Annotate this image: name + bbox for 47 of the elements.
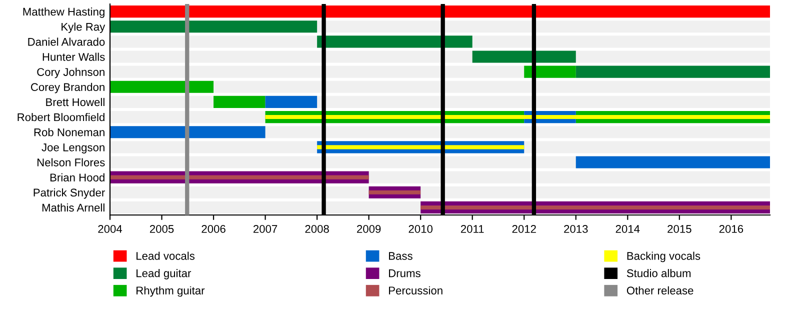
y-tick-label: Corey Brandon: [30, 82, 104, 94]
y-tick-label: Daniel Alvarado: [28, 38, 105, 46]
y-tick-label: Kyle Ray: [62, 22, 106, 33]
bar: [110, 126, 266, 138]
x-tick-label: 2005: [150, 225, 174, 233]
y-tick-label: Brett Howell: [46, 98, 104, 106]
x-tick-label: 2004: [98, 225, 122, 233]
legend-label: Rhythm guitar: [136, 286, 205, 297]
legend-label: Bass: [389, 252, 412, 260]
legend-label: Backing vocals: [627, 252, 700, 262]
legend-label: Percussion: [389, 286, 442, 294]
x-tick-label: 2007: [253, 225, 278, 233]
y-tick-label: Brian Hood: [50, 173, 104, 182]
legend-label: Studio album: [626, 269, 691, 278]
y-tick-label: Robert Bloomfield: [18, 113, 104, 122]
y-tick-label: Cory Johnson: [37, 68, 104, 78]
bar: [110, 175, 369, 180]
bar: [317, 145, 524, 150]
bar: [524, 66, 576, 78]
legend-label: Drums: [389, 269, 420, 278]
x-tick-label: 2015: [668, 225, 692, 233]
bar: [368, 190, 421, 194]
y-tick-label: Joe Lengson: [42, 144, 104, 154]
legend-label: Other release: [626, 286, 694, 294]
bar: [576, 66, 770, 78]
y-tick-label: Matthew Hasting: [23, 8, 104, 18]
x-tick-label: 2011: [460, 225, 484, 233]
x-tick-label: 2006: [202, 225, 226, 233]
bar: [214, 96, 266, 108]
x-tick-label: 2009: [357, 225, 381, 233]
x-tick-label: 2012: [512, 225, 536, 233]
bar: [110, 80, 214, 93]
legend-label: Lead guitar: [136, 269, 192, 280]
y-tick-label: Patrick Snyder: [34, 188, 105, 199]
bar: [265, 96, 318, 108]
x-tick-label: 2010: [408, 225, 433, 233]
y-tick-label: Mathis Arnell: [42, 203, 104, 212]
y-tick-label: Rob Noneman: [34, 128, 104, 136]
x-tick-label: 2008: [305, 225, 329, 233]
bar: [472, 50, 576, 63]
legend-label: Lead vocals: [136, 252, 195, 260]
bar: [317, 36, 472, 48]
x-tick-label: 2016: [719, 225, 744, 233]
x-tick-label: 2013: [564, 225, 588, 233]
x-tick-label: 2014: [616, 225, 640, 233]
y-tick-label: Hunter Walls: [42, 52, 105, 61]
y-tick-label: Nelson Flores: [38, 158, 105, 166]
